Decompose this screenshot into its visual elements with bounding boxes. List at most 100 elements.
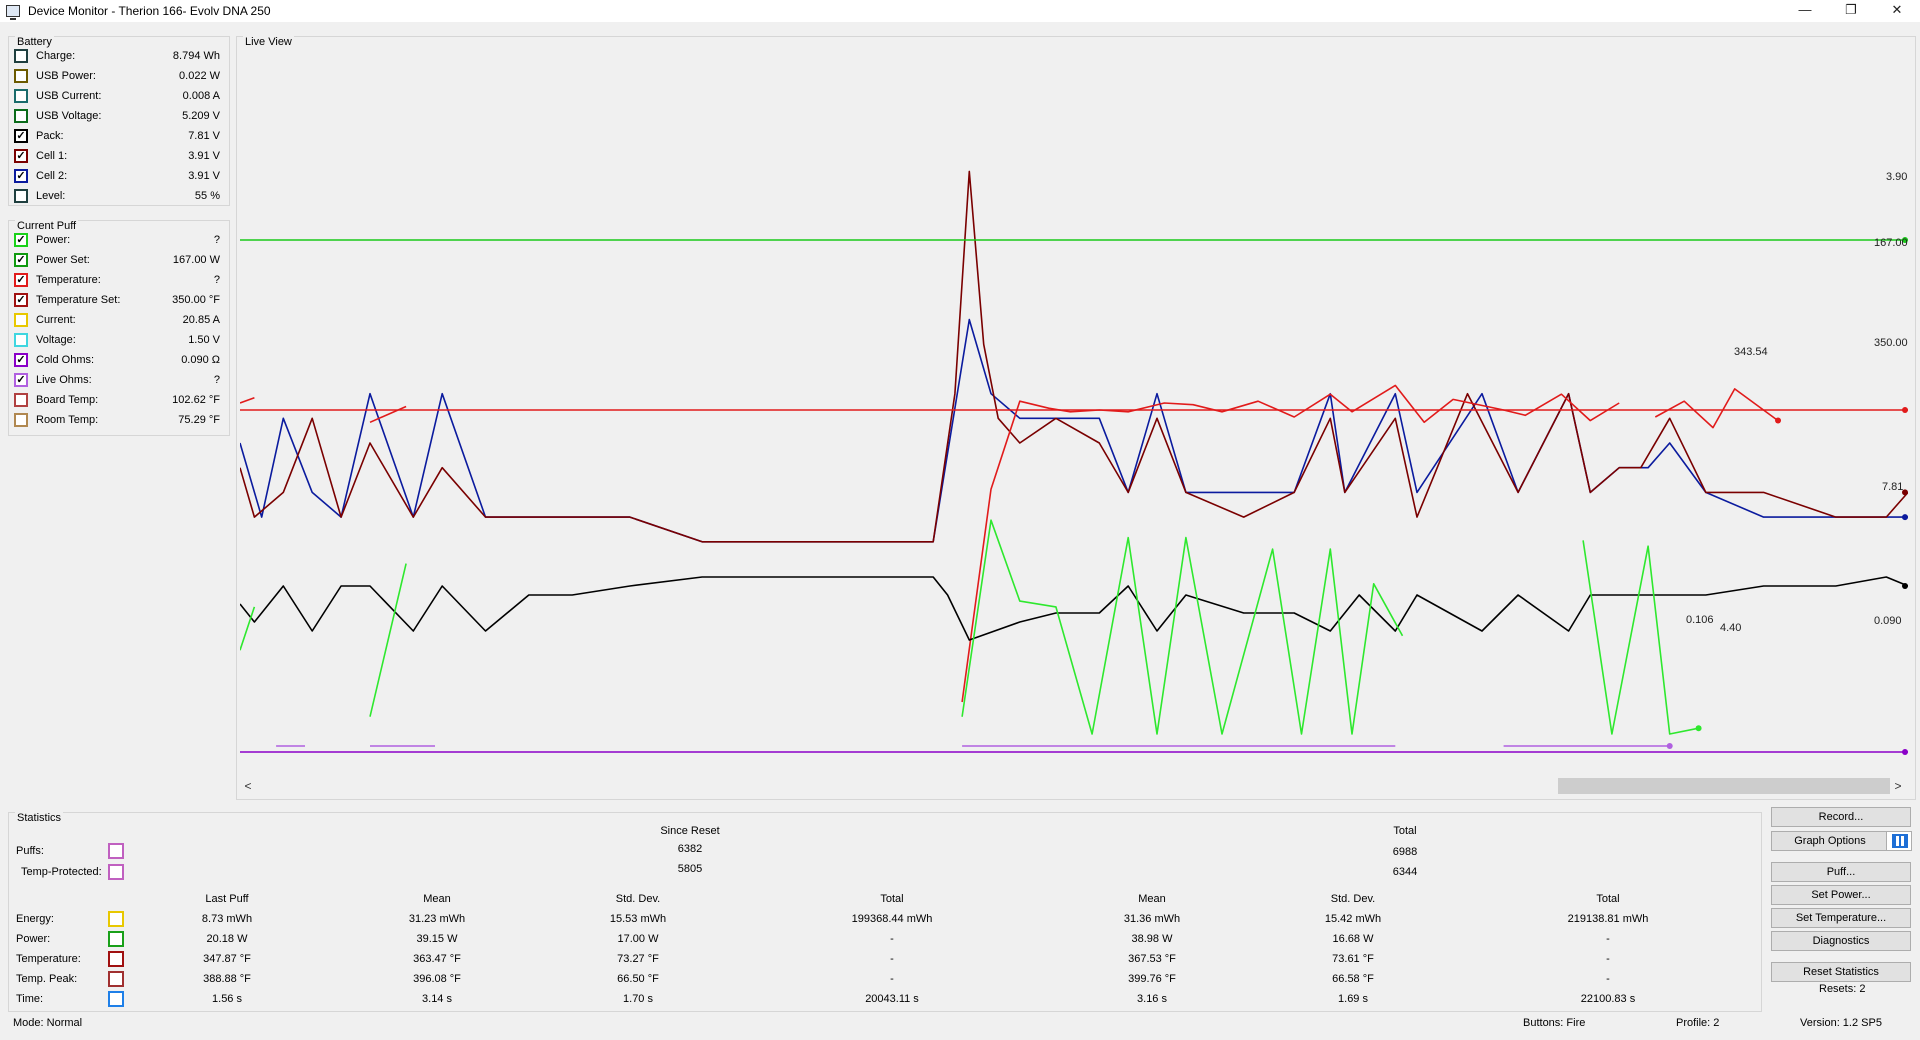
series-pack-line bbox=[240, 576, 1908, 641]
status-buttons: Buttons: Fire bbox=[1523, 1017, 1586, 1029]
charge-checkbox[interactable] bbox=[14, 49, 28, 63]
series-cell-2-end-point bbox=[1902, 514, 1908, 521]
row-cell-1: ✓ Cell 1: 3.91 V bbox=[8, 146, 226, 166]
charge-value: 8.794 Wh bbox=[172, 50, 220, 62]
power-set-checkbox[interactable]: ✓ bbox=[14, 253, 28, 267]
stat-row-time-checkbox[interactable] bbox=[108, 991, 124, 1007]
end-value-label: 0.090 bbox=[1874, 615, 1902, 627]
column-header-mean: Mean bbox=[423, 893, 451, 905]
stat-row-energy-checkbox[interactable] bbox=[108, 911, 124, 927]
scroll-left-arrow[interactable]: < bbox=[244, 779, 252, 793]
level-checkbox[interactable] bbox=[14, 189, 28, 203]
stat-cell: 31.23 mWh bbox=[408, 913, 466, 925]
usb-voltage-checkbox[interactable] bbox=[14, 109, 28, 123]
diagnostics-button[interactable]: Diagnostics bbox=[1771, 931, 1911, 951]
set-temperature-button[interactable]: Set Temperature... bbox=[1771, 908, 1911, 928]
scroll-right-arrow[interactable]: > bbox=[1894, 779, 1902, 793]
stat-cell: 396.08 °F bbox=[413, 973, 461, 985]
row-pack: ✓ Pack: 7.81 V bbox=[8, 126, 226, 146]
power-checkbox[interactable]: ✓ bbox=[14, 233, 28, 247]
row-live-ohms: ✓ Live Ohms:? bbox=[8, 370, 226, 390]
row-power-set: ✓ Power Set: 167.00 W bbox=[8, 250, 226, 270]
stat-cell: 388.88 °F bbox=[203, 973, 251, 985]
usb-power-value: 0.022 W bbox=[179, 70, 220, 82]
live-view-chart: 3.90 167.00 343.54 350.00 7.81 0.106 4.40 0.090 bbox=[240, 170, 1908, 755]
stat-cell: 219138.81 mWh bbox=[1567, 913, 1649, 925]
status-mode: Mode: Normal bbox=[13, 1017, 83, 1029]
temp-protected-total: 6344 bbox=[1392, 866, 1418, 878]
series-temperature-segment bbox=[1654, 388, 1779, 429]
battery-group-title: Battery bbox=[15, 36, 54, 48]
stat-cell: 1.56 s bbox=[212, 993, 242, 1005]
graph-options-button[interactable]: Graph Options bbox=[1771, 831, 1889, 851]
statistics-group: Statistics bbox=[8, 812, 1762, 1012]
level-value: 55 % bbox=[194, 190, 220, 202]
record-button[interactable]: Record... bbox=[1771, 807, 1911, 827]
pack-checkbox[interactable]: ✓ bbox=[14, 129, 28, 143]
row-voltage: Voltage: 1.50 V bbox=[8, 330, 226, 350]
end-value-label: 4.40 bbox=[1720, 622, 1741, 634]
puffs-since-reset: 6382 bbox=[677, 843, 703, 855]
column-header-mean: Mean bbox=[1138, 893, 1166, 905]
stat-cell: 3.16 s bbox=[1137, 993, 1167, 1005]
stat-cell: 38.98 W bbox=[1131, 933, 1173, 945]
title-bar: Device Monitor - Therion 166- Evolv DNA … bbox=[0, 0, 1920, 22]
cell-1-value: 3.91 V bbox=[188, 150, 220, 162]
stat-cell: 20043.11 s bbox=[865, 993, 919, 1005]
set-power-button[interactable]: Set Power... bbox=[1771, 885, 1911, 905]
column-header-std-dev: Std. Dev. bbox=[1330, 893, 1376, 905]
live-ohms-checkbox[interactable]: ✓ bbox=[14, 373, 28, 387]
board-temp-value: 102.62 °F bbox=[172, 394, 220, 406]
cell-2-value: 3.91 V bbox=[188, 170, 220, 182]
stat-row-power-label: Power: bbox=[16, 933, 51, 945]
stat-cell: 39.15 W bbox=[416, 933, 458, 945]
status-profile: Profile: 2 bbox=[1676, 1017, 1720, 1029]
stat-row-time-label: Time: bbox=[16, 993, 44, 1005]
cold-ohms-value: 0.090 Ω bbox=[181, 354, 220, 366]
board-temp-checkbox[interactable] bbox=[14, 393, 28, 407]
row-power: ✓ Power:? bbox=[8, 230, 226, 250]
cold-ohms-checkbox[interactable]: ✓ bbox=[14, 353, 28, 367]
temperature-set-checkbox[interactable]: ✓ bbox=[14, 293, 28, 307]
temperature-checkbox[interactable]: ✓ bbox=[14, 273, 28, 287]
stat-row-temp-peak-checkbox[interactable] bbox=[108, 971, 124, 987]
close-button[interactable]: ✕ bbox=[1891, 2, 1903, 17]
temperature-set-value: 350.00 °F bbox=[172, 294, 220, 306]
cell-1-label: Cell 1: bbox=[36, 150, 68, 162]
stat-cell: 73.61 °F bbox=[1332, 953, 1374, 965]
cell-2-checkbox[interactable]: ✓ bbox=[14, 169, 28, 183]
row-room-temp: Room Temp: 75.29 °F bbox=[8, 410, 226, 430]
column-header-total: Total bbox=[1596, 893, 1620, 905]
scroll-thumb[interactable] bbox=[1558, 778, 1890, 794]
restore-button[interactable]: ❐ bbox=[1845, 2, 1857, 17]
stat-row-power-checkbox[interactable] bbox=[108, 931, 124, 947]
stat-cell: 15.42 mWh bbox=[1324, 913, 1382, 925]
live-view-group: Live View bbox=[236, 36, 1916, 800]
series-temperature-segment bbox=[369, 405, 407, 424]
usb-power-checkbox[interactable] bbox=[14, 69, 28, 83]
usb-current-checkbox[interactable] bbox=[14, 89, 28, 103]
reset-statistics-button[interactable]: Reset Statistics bbox=[1771, 962, 1911, 982]
room-temp-value: 75.29 °F bbox=[178, 414, 220, 426]
pause-button[interactable] bbox=[1886, 831, 1912, 851]
stat-cell: 73.27 °F bbox=[617, 953, 659, 965]
row-temperature-set: ✓ Temperature Set: 350.00 °F bbox=[8, 290, 226, 310]
power-label: Power: bbox=[36, 234, 71, 246]
cell-1-checkbox[interactable]: ✓ bbox=[14, 149, 28, 163]
voltage-checkbox[interactable] bbox=[14, 333, 28, 347]
current-label: Current: bbox=[36, 314, 76, 326]
current-checkbox[interactable] bbox=[14, 313, 28, 327]
column-header-total: Total bbox=[880, 893, 904, 905]
temp-protected-checkbox[interactable] bbox=[108, 864, 124, 880]
puff-button[interactable]: Puff... bbox=[1771, 862, 1911, 882]
puffs-checkbox[interactable] bbox=[108, 843, 124, 859]
room-temp-checkbox[interactable] bbox=[14, 413, 28, 427]
stat-row-temperature-checkbox[interactable] bbox=[108, 951, 124, 967]
stat-cell: 199368.44 mWh bbox=[851, 913, 933, 925]
live-ohms-label: Live Ohms: bbox=[36, 374, 92, 386]
chart-scrollbar[interactable]: < > bbox=[240, 776, 1908, 796]
minimize-button[interactable]: — bbox=[1798, 2, 1812, 17]
stat-cell: 31.36 mWh bbox=[1123, 913, 1181, 925]
series-power-set-end-point bbox=[1902, 237, 1908, 243]
voltage-value: 1.50 V bbox=[188, 334, 220, 346]
